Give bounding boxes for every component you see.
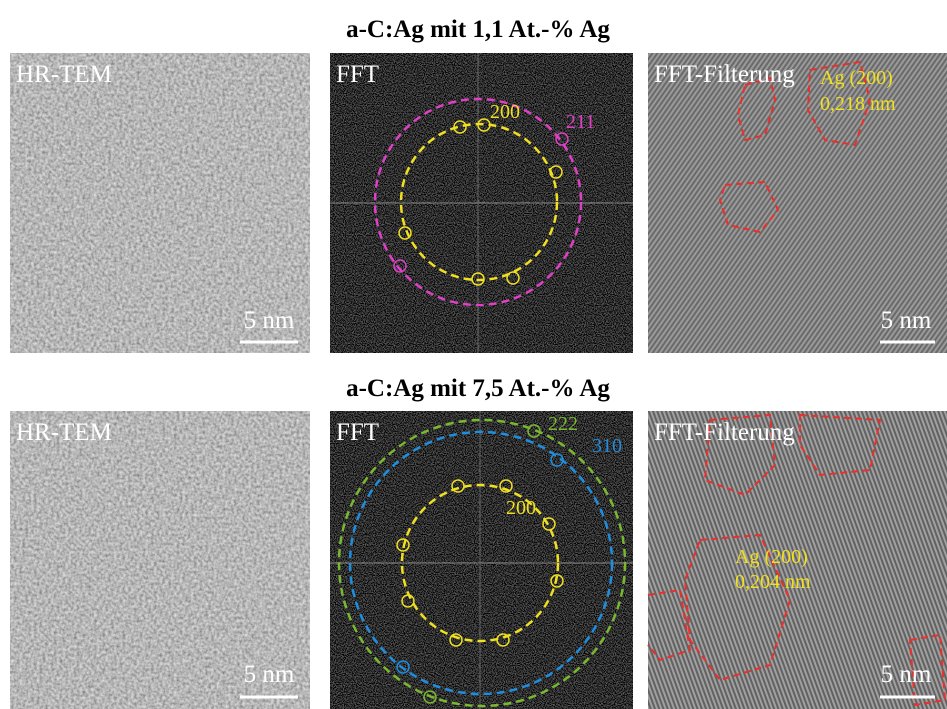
- scale-bar-label: 5 nm: [244, 661, 295, 688]
- ring-label: 211: [566, 111, 595, 133]
- ring-label: 200: [506, 497, 536, 519]
- figure: a-C:Ag mit 1,1 At.-% Ag HR-TEM 5 nm FFT …: [0, 0, 947, 709]
- ring-label: 200: [490, 101, 520, 123]
- annotation: Ag (200): [735, 546, 808, 568]
- panel-label: FFT-Filterung: [654, 419, 795, 446]
- panel-label: HR-TEM: [16, 61, 112, 88]
- ring-label: 222: [548, 413, 578, 435]
- scale-bar-label: 5 nm: [881, 661, 932, 688]
- annotation: Ag (200): [820, 67, 893, 89]
- row-title: a-C:Ag mit 7,5 At.-% Ag: [346, 375, 610, 402]
- row-title: a-C:Ag mit 1,1 At.-% Ag: [346, 16, 610, 43]
- panel-label: FFT: [336, 61, 379, 88]
- panel-label: HR-TEM: [16, 419, 112, 446]
- scale-bar-label: 5 nm: [881, 307, 932, 334]
- scale-bar-label: 5 nm: [244, 307, 295, 334]
- panel-label: FFT-Filterung: [654, 61, 795, 88]
- spacing: 0,204 nm: [735, 571, 811, 593]
- ring-label: 310: [592, 435, 622, 457]
- fft-image: [330, 411, 633, 709]
- spacing: 0,218 nm: [820, 93, 896, 115]
- panel-label: FFT: [336, 419, 379, 446]
